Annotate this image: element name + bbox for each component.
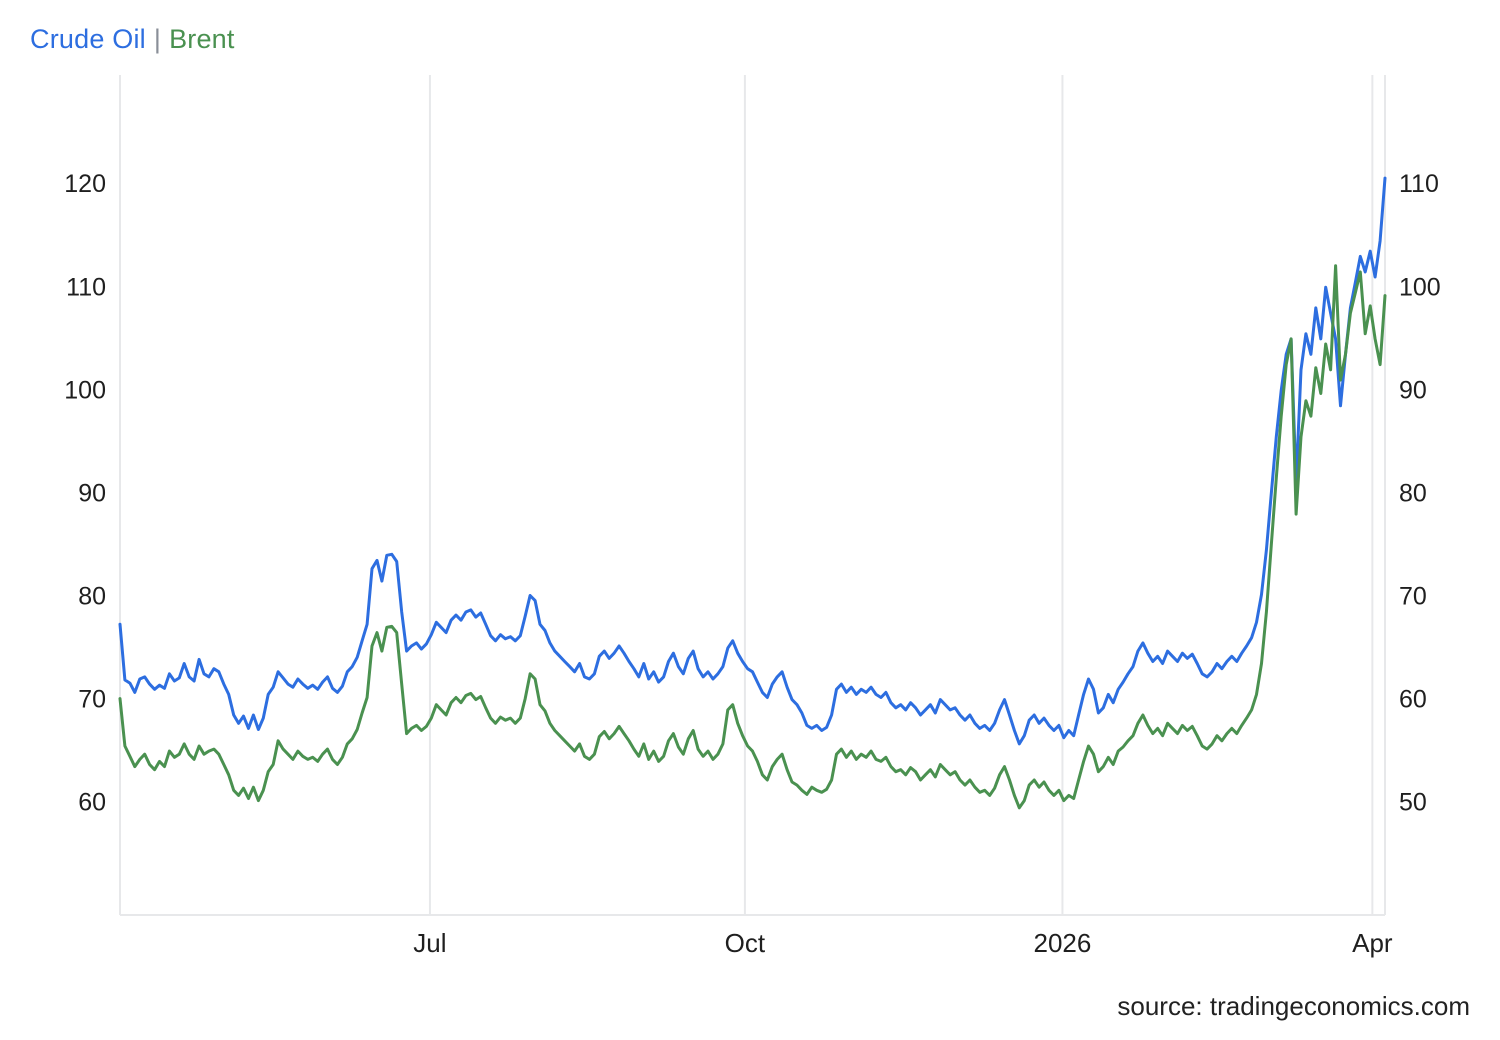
source-attribution: source: tradingeconomics.com (1117, 991, 1470, 1021)
y-axis-label-left: 80 (78, 582, 106, 610)
y-axis-label-left: 120 (64, 170, 106, 198)
y-axis-label-left: 110 (66, 273, 106, 301)
y-axis-label-right: 70 (1399, 582, 1427, 610)
x-axis-label: Oct (725, 928, 766, 958)
series-label-crude-oil[interactable]: Crude Oil (30, 24, 146, 54)
y-axis-label-left: 90 (78, 479, 106, 507)
y-axis-label-right: 80 (1399, 479, 1427, 507)
y-axis-label-right: 100 (1399, 273, 1441, 301)
y-axis-label-right: 50 (1399, 789, 1427, 817)
brent-line (118, 264, 1387, 810)
x-axis-label: Apr (1352, 928, 1393, 958)
y-axis-label-left: 60 (78, 789, 106, 817)
series-label-brent[interactable]: Brent (169, 24, 235, 54)
y-axis-label-right: 90 (1399, 376, 1427, 404)
title-separator: | (153, 24, 162, 54)
x-axis-label: 2026 (1034, 928, 1092, 958)
crude-oil-line (118, 176, 1387, 746)
y-axis-label-right: 60 (1399, 686, 1427, 714)
x-axis-label: Jul (413, 928, 446, 958)
y-axis-label-left: 70 (78, 686, 106, 714)
y-axis-label-left: 100 (64, 376, 106, 404)
chart-title: Crude Oil | Brent (30, 24, 235, 55)
y-axis-label-right: 110 (1399, 170, 1439, 198)
